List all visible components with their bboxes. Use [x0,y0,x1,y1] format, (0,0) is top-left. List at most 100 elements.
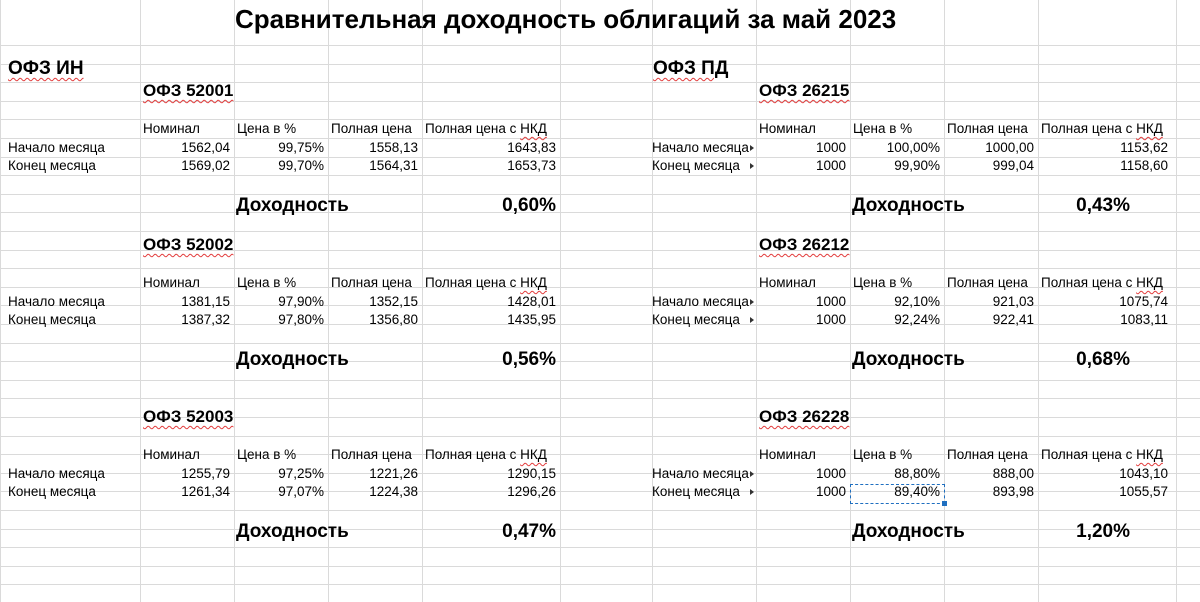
cell-nominal[interactable]: 1261,34 [181,484,230,500]
row-label-end[interactable]: Конец месяца [8,312,96,328]
column-header-full-price-nkd[interactable]: Полная цена с НКД [425,121,547,136]
cell-price-pct[interactable]: 99,90% [894,158,940,174]
row-label-end[interactable]: Конец месяца [652,158,740,174]
bond-name[interactable]: ОФЗ 52002 [143,235,234,254]
bond-name[interactable]: ОФЗ 26215 [759,81,850,100]
column-header-price-pct[interactable]: Цена в % [237,121,297,136]
cell-full-price-nkd[interactable]: 1055,57 [1119,484,1168,500]
row-label-end[interactable]: Конец месяца [8,158,96,174]
cell-nominal[interactable]: 1000 [815,140,846,155]
cell-nominal[interactable]: 1000 [815,312,846,328]
yield-label[interactable]: Доходность [236,521,349,542]
row-label-start[interactable]: Начало месяца [652,466,749,481]
cell-full-price[interactable]: 1224,38 [369,484,418,500]
cell-full-price[interactable]: 1352,15 [369,294,418,309]
cell-nominal[interactable]: 1381,15 [181,294,230,309]
yield-label[interactable]: Доходность [236,195,349,216]
cell-full-price[interactable]: 1564,31 [369,158,418,174]
cell-price-pct[interactable]: 92,24% [894,312,940,328]
cell-nominal[interactable]: 1000 [815,484,846,500]
column-header-full-price-nkd[interactable]: Полная цена с НКД [1041,275,1163,290]
cell-full-price-nkd[interactable]: 1296,26 [507,484,556,500]
cell-full-price-nkd[interactable]: 1043,10 [1119,466,1168,481]
cell-full-price-nkd[interactable]: 1075,74 [1119,294,1168,309]
cell-full-price-nkd[interactable]: 1153,62 [1120,140,1168,155]
bond-name[interactable]: ОФЗ 52001 [143,81,234,100]
column-header-nominal[interactable]: Номинал [143,121,200,136]
cell-full-price[interactable]: 922,41 [992,312,1034,328]
column-header-full-price-nkd[interactable]: Полная цена с НКД [425,447,547,462]
cell-price-pct[interactable]: 88,80% [894,466,940,481]
column-header-full-price[interactable]: Полная цена [331,121,412,136]
cell-full-price-nkd[interactable]: 1435,95 [507,312,556,328]
cell-full-price-nkd[interactable]: 1428,01 [507,294,556,309]
cell-full-price[interactable]: 1558,13 [369,140,418,155]
cell-price-pct[interactable]: 99,75% [278,140,324,155]
cell-nominal[interactable]: 1562,04 [181,140,230,155]
yield-label[interactable]: Доходность [852,521,965,542]
cell-price-pct[interactable]: 99,70% [278,158,324,174]
cell-price-pct[interactable]: 100,00% [886,140,940,155]
cell-price-pct[interactable]: 97,25% [278,466,324,481]
cell-price-pct[interactable]: 97,80% [278,312,324,328]
cell-nominal[interactable]: 1569,02 [181,158,230,174]
row-label-end[interactable]: Конец месяца [652,312,740,328]
yield-value[interactable]: 0,47% [502,521,556,542]
column-header-nominal[interactable]: Номинал [143,447,200,462]
group-title-ofz-pd[interactable]: ОФЗ ПД [653,58,729,79]
yield-value[interactable]: 0,68% [1076,349,1130,370]
cell-full-price[interactable]: 1356,80 [369,312,418,328]
row-label-start[interactable]: Начало месяца [8,466,105,481]
column-header-full-price-nkd[interactable]: Полная цена с НКД [1041,121,1163,136]
yield-value[interactable]: 0,43% [1076,195,1130,216]
cell-full-price[interactable]: 921,03 [992,294,1034,309]
cell-price-pct[interactable]: 89,40% [894,484,940,500]
cell-full-price-nkd[interactable]: 1290,15 [507,466,556,481]
cell-price-pct[interactable]: 92,10% [894,294,940,309]
cell-nominal[interactable]: 1000 [815,158,846,174]
cell-nominal[interactable]: 1000 [815,294,846,309]
yield-label[interactable]: Доходность [236,349,349,370]
yield-value[interactable]: 0,56% [502,349,556,370]
column-header-full-price[interactable]: Полная цена [331,447,412,462]
row-label-start[interactable]: Начало месяца [8,140,105,155]
cell-full-price[interactable]: 1221,26 [369,466,418,481]
cell-full-price-nkd[interactable]: 1083,11 [1120,312,1168,328]
cell-full-price[interactable]: 888,00 [992,466,1034,481]
yield-label[interactable]: Доходность [852,349,965,370]
column-header-full-price[interactable]: Полная цена [331,275,412,290]
cell-price-pct[interactable]: 97,07% [278,484,324,500]
column-header-full-price[interactable]: Полная цена [947,275,1028,290]
column-header-price-pct[interactable]: Цена в % [853,447,913,462]
cell-full-price[interactable]: 1000,00 [985,140,1034,155]
yield-value[interactable]: 1,20% [1076,521,1130,542]
yield-value[interactable]: 0,60% [502,195,556,216]
row-label-end[interactable]: Конец месяца [652,484,740,500]
column-header-nominal[interactable]: Номинал [143,275,200,290]
sheet-title[interactable]: Сравнительная доходность облигаций за ма… [235,4,897,34]
column-header-price-pct[interactable]: Цена в % [237,447,297,462]
bond-name[interactable]: ОФЗ 26228 [759,407,850,426]
row-label-start[interactable]: Начало месяца [652,294,749,309]
column-header-full-price-nkd[interactable]: Полная цена с НКД [425,275,547,290]
yield-label[interactable]: Доходность [852,195,965,216]
selected-cell-outline[interactable] [850,484,945,504]
bond-name[interactable]: ОФЗ 52003 [143,407,234,426]
column-header-nominal[interactable]: Номинал [759,275,816,290]
column-header-price-pct[interactable]: Цена в % [237,275,297,290]
row-label-start[interactable]: Начало месяца [652,140,749,155]
cell-full-price[interactable]: 999,04 [992,158,1034,174]
cell-full-price-nkd[interactable]: 1158,60 [1120,158,1168,174]
column-header-full-price[interactable]: Полная цена [947,447,1028,462]
column-header-nominal[interactable]: Номинал [759,121,816,136]
cell-price-pct[interactable]: 97,90% [278,294,324,309]
cell-nominal[interactable]: 1000 [815,466,846,481]
row-label-end[interactable]: Конец месяца [8,484,96,500]
cell-full-price[interactable]: 893,98 [992,484,1034,500]
bond-name[interactable]: ОФЗ 26212 [759,235,850,254]
row-label-start[interactable]: Начало месяца [8,294,105,309]
column-header-price-pct[interactable]: Цена в % [853,121,913,136]
column-header-price-pct[interactable]: Цена в % [853,275,913,290]
cell-nominal[interactable]: 1387,32 [181,312,230,328]
